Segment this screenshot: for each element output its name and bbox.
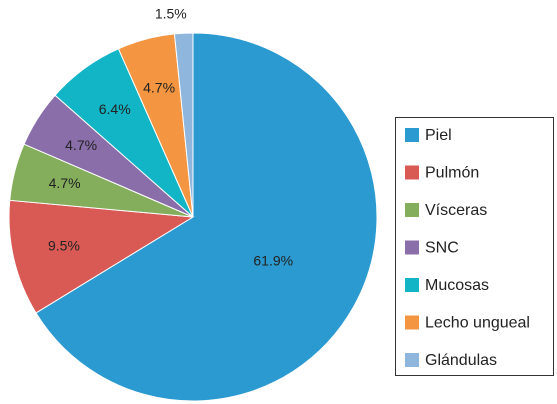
data-label: 6.4% bbox=[99, 101, 131, 117]
pie-slice bbox=[35, 32, 378, 402]
data-label: 4.7% bbox=[65, 137, 97, 153]
legend-swatch bbox=[405, 128, 419, 142]
legend-swatch bbox=[405, 165, 419, 180]
pie-slice bbox=[173, 32, 194, 218]
data-label: 9.5% bbox=[48, 238, 80, 254]
legend-swatch bbox=[405, 203, 419, 217]
data-label: 1.5% bbox=[155, 6, 187, 22]
legend-label: Pulmón bbox=[425, 165, 479, 182]
legend-swatch bbox=[405, 240, 419, 255]
legend-box bbox=[395, 117, 554, 376]
legend-label: Mucosas bbox=[425, 277, 489, 294]
legend-swatch bbox=[405, 353, 419, 367]
legend-label: Vísceras bbox=[425, 202, 487, 219]
legend-swatch bbox=[405, 278, 419, 292]
data-label: 61.9% bbox=[253, 253, 293, 269]
legend-swatch bbox=[405, 315, 419, 330]
pie-slice bbox=[8, 199, 195, 314]
legend-label: Glándulas bbox=[425, 352, 497, 369]
data-label: 4.7% bbox=[143, 80, 175, 96]
data-label: 4.7% bbox=[49, 175, 81, 191]
legend-label: Piel bbox=[425, 127, 452, 144]
legend-label: SNC bbox=[425, 240, 459, 257]
legend-label: Lecho ungueal bbox=[425, 315, 530, 332]
